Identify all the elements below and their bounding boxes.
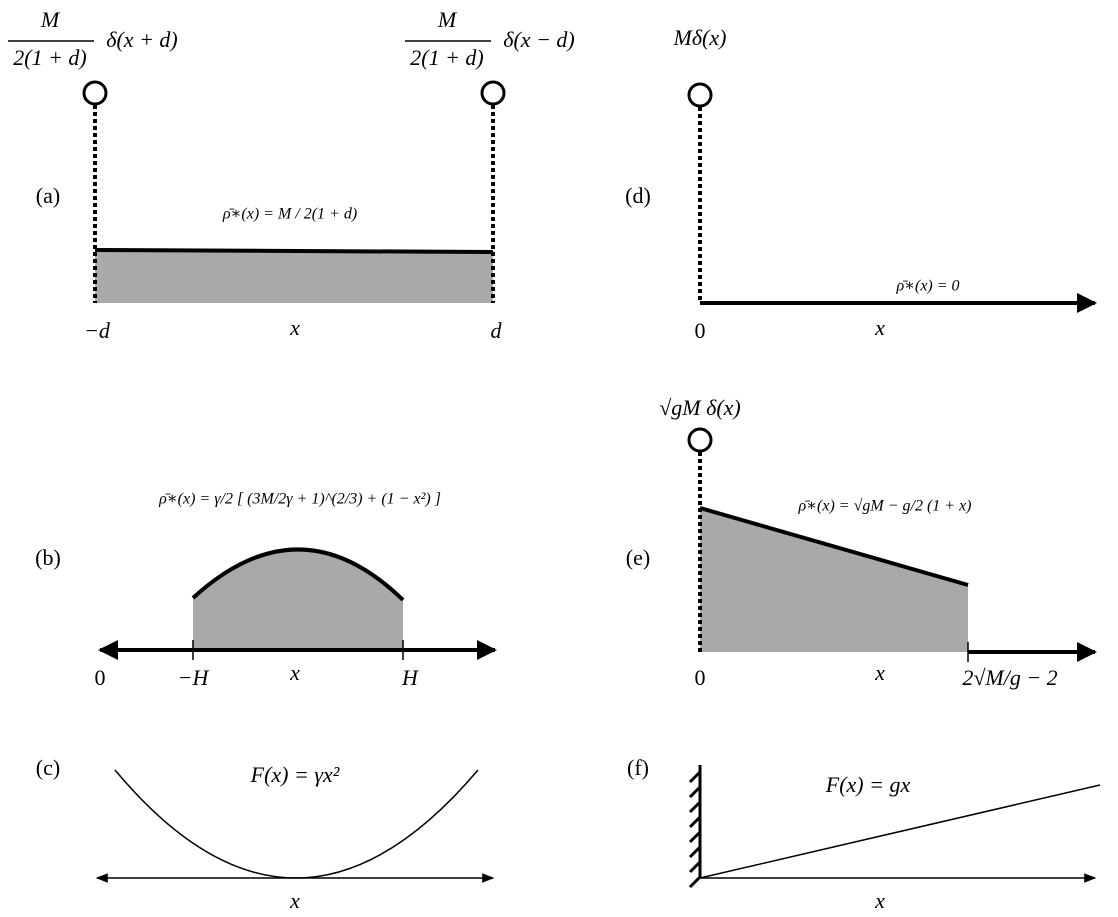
fraction-num: M — [40, 7, 61, 32]
delta-label: δ(x + d) — [106, 27, 178, 52]
fraction-num: M — [437, 7, 458, 32]
axis-label: x — [874, 888, 885, 913]
potential-formula: F(x) = γx² — [250, 762, 340, 787]
potential-formula: F(x) = gx — [825, 772, 911, 797]
axis-label: x — [289, 660, 300, 685]
x-label: d — [491, 318, 503, 343]
x-label: −d — [84, 318, 111, 343]
axis-label: x — [289, 315, 300, 340]
delta-label: Mδ(x) — [673, 25, 727, 50]
panel-b: (b) ρ̄∗(x) = γ/2 [ (3M/2γ + 1)^(2/3) + (… — [35, 491, 497, 690]
density-formula: ρ̄∗(x) = √gM − g/2 (1 + x) — [797, 498, 971, 515]
panel-label: (d) — [625, 183, 651, 208]
x-label: H — [401, 665, 419, 690]
density-formula: ρ̄∗(x) = 0 — [895, 278, 959, 295]
delta-mass — [687, 82, 713, 108]
density-area — [95, 251, 493, 303]
axis-label: x — [289, 888, 300, 913]
fraction-den: 2(1 + d) — [410, 45, 484, 70]
panel-label: (f) — [627, 755, 649, 780]
delta-mass — [480, 80, 506, 106]
axis-label: x — [874, 315, 885, 340]
density-formula: ρ̄∗(x) = γ/2 [ (3M/2γ + 1)^(2/3) + (1 − … — [158, 491, 441, 508]
density-area — [700, 508, 968, 652]
density-line — [191, 547, 405, 602]
axis-label: x — [874, 660, 885, 685]
panel-c: (c) F(x) = γx² x — [36, 755, 495, 913]
delta-label: δ(x − d) — [503, 27, 575, 52]
panel-d: Mδ(x) (d) ρ̄∗(x) = 0 0 x — [625, 25, 1097, 343]
fraction-den: 2(1 + d) — [13, 45, 87, 70]
delta-mass — [82, 80, 108, 106]
delta-mass — [687, 427, 713, 453]
x-label: 0 — [695, 665, 706, 690]
density-formula: ρ̄∗(x) = M / 2(1 + d) — [222, 206, 357, 223]
x-label: 0 — [695, 318, 706, 343]
x-label: −H — [178, 665, 210, 690]
potential-curve — [699, 784, 1101, 879]
panel-e: √gM δ(x) (e) ρ̄∗(x) = √gM − g/2 (1 + x) … — [626, 395, 1097, 690]
panel-label: (e) — [626, 545, 650, 570]
x-label: 0 — [95, 665, 106, 690]
panel-label: (b) — [35, 545, 61, 570]
panel-label: (a) — [36, 183, 60, 208]
wall-hatch — [688, 770, 702, 889]
density-line — [94, 248, 494, 254]
delta-label: √gM δ(x) — [659, 395, 741, 420]
panel-label: (c) — [36, 755, 60, 780]
density-area — [193, 549, 403, 650]
density-line — [699, 506, 969, 587]
panel-a: M 2(1 + d) δ(x + d) M 2(1 + d) δ(x − d) … — [8, 7, 575, 343]
x-label: 2√M/g − 2 — [962, 665, 1057, 690]
panel-f: (f) F(x) = gx x — [627, 755, 1101, 913]
